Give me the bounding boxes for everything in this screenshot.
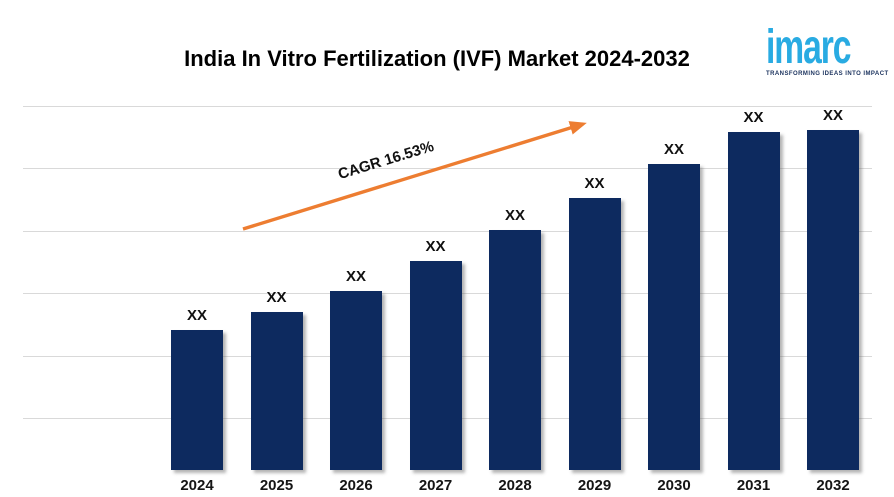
gridline (23, 106, 872, 107)
bar-value-label: XX (345, 268, 366, 285)
imarc-logo-wordmark: imarc (766, 21, 851, 74)
x-axis-label-2025: 2025 (259, 477, 294, 494)
bar-group-2024: XX 2024 (171, 106, 223, 494)
bar-group-2027: XX 2027 (409, 106, 462, 494)
x-axis-label-2029: 2029 (577, 477, 612, 494)
x-axis-label-2028: 2028 (498, 477, 532, 494)
bar-group-2026: XX 2026 (330, 106, 382, 494)
x-axis-label-2031: 2031 (736, 477, 771, 494)
bar-2025 (250, 312, 303, 470)
chart-title: India In Vitro Fertilization (IVF) Marke… (184, 46, 690, 71)
bar-2029 (568, 198, 621, 470)
bar-value-label: XX (425, 238, 446, 255)
x-axis-label-2026: 2026 (339, 477, 373, 494)
bar-group-2025: XX 2025 (250, 106, 303, 494)
plot-area: XX 2024 XX 2025 XX 2026 XX 2027 XX 2028 XX 2029 XX 20… (23, 106, 872, 494)
bar-group-2032: XX 2032 (807, 106, 859, 494)
bar-value-label: XX (822, 107, 843, 124)
x-axis-label-2027: 2027 (418, 477, 453, 494)
bar-value-label: XX (743, 109, 764, 126)
bar-group-2031: XX 2031 (727, 106, 780, 494)
imarc-logo: imarc TRANSFORMING IDEAS INTO IMPACT (766, 21, 889, 78)
bar-2031 (727, 132, 780, 470)
bar-value-label: XX (504, 207, 525, 224)
bar-2028 (489, 230, 541, 470)
x-axis-label-2024: 2024 (180, 477, 214, 494)
bars: XX 2024 XX 2025 XX 2026 XX 2027 XX 2028 XX 2029 XX 20… (171, 106, 859, 494)
bar-value-label: XX (186, 307, 207, 324)
bar-value-label: XX (584, 175, 605, 192)
bar-group-2030: XX 2030 (648, 106, 700, 494)
bar-value-label: XX (266, 289, 287, 306)
imarc-logo-tagline: TRANSFORMING IDEAS INTO IMPACT (766, 71, 889, 77)
bar-2024 (171, 330, 223, 470)
bar-group-2028: XX 2028 (489, 106, 541, 494)
bar-value-label: XX (663, 141, 684, 158)
x-axis-label-2032: 2032 (816, 477, 850, 494)
bar-2032 (807, 130, 859, 470)
bar-2030 (648, 164, 700, 470)
x-axis-label-2030: 2030 (657, 477, 691, 494)
bar-2026 (330, 291, 382, 470)
bar-2027 (409, 261, 462, 470)
bar-group-2029: XX 2029 (568, 106, 621, 494)
gridline (23, 231, 872, 232)
